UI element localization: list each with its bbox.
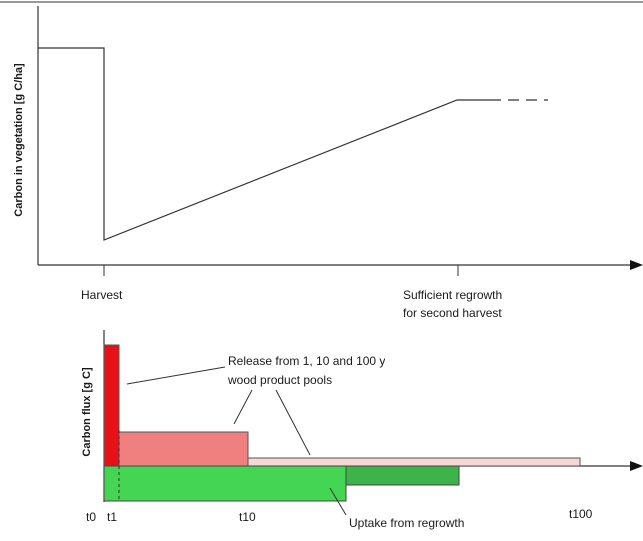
tick-label-t100: t100	[569, 507, 593, 521]
release-label-line2: wood product pools	[227, 373, 332, 387]
uptake-label: Uptake from regrowth	[349, 516, 464, 530]
carbon-stock-line	[38, 47, 490, 241]
release-leader-1y	[126, 366, 226, 385]
regrowth-label-line1: Sufficient regrowth	[403, 288, 502, 302]
top-x-axis-arrow	[630, 260, 643, 270]
tick-label-t10: t10	[239, 510, 256, 524]
release-bar-1y	[103, 344, 120, 467]
release-leader-10y	[233, 389, 253, 425]
uptake-leader	[329, 487, 347, 516]
bottom-panel: Carbon flux [g C] Release from 1, 10 and…	[81, 330, 643, 530]
uptake-bar-early	[103, 465, 347, 502]
tick-label-t1: t1	[107, 510, 117, 524]
bottom-x-axis-arrow	[630, 461, 643, 471]
top-panel: Carbon in vegetation [g C/ha] Harvest Su…	[13, 6, 643, 320]
regrowth-label-line2: for second harvest	[403, 306, 502, 320]
harvest-label: Harvest	[81, 288, 123, 302]
release-label-line1: Release from 1, 10 and 100 y	[228, 354, 385, 368]
bottom-y-axis-label: Carbon flux [g C]	[81, 367, 93, 457]
release-leader-100y	[275, 389, 311, 456]
top-y-axis-label: Carbon in vegetation [g C/ha]	[13, 63, 25, 217]
release-bar-10y	[103, 431, 249, 467]
tick-label-t0: t0	[86, 510, 96, 524]
